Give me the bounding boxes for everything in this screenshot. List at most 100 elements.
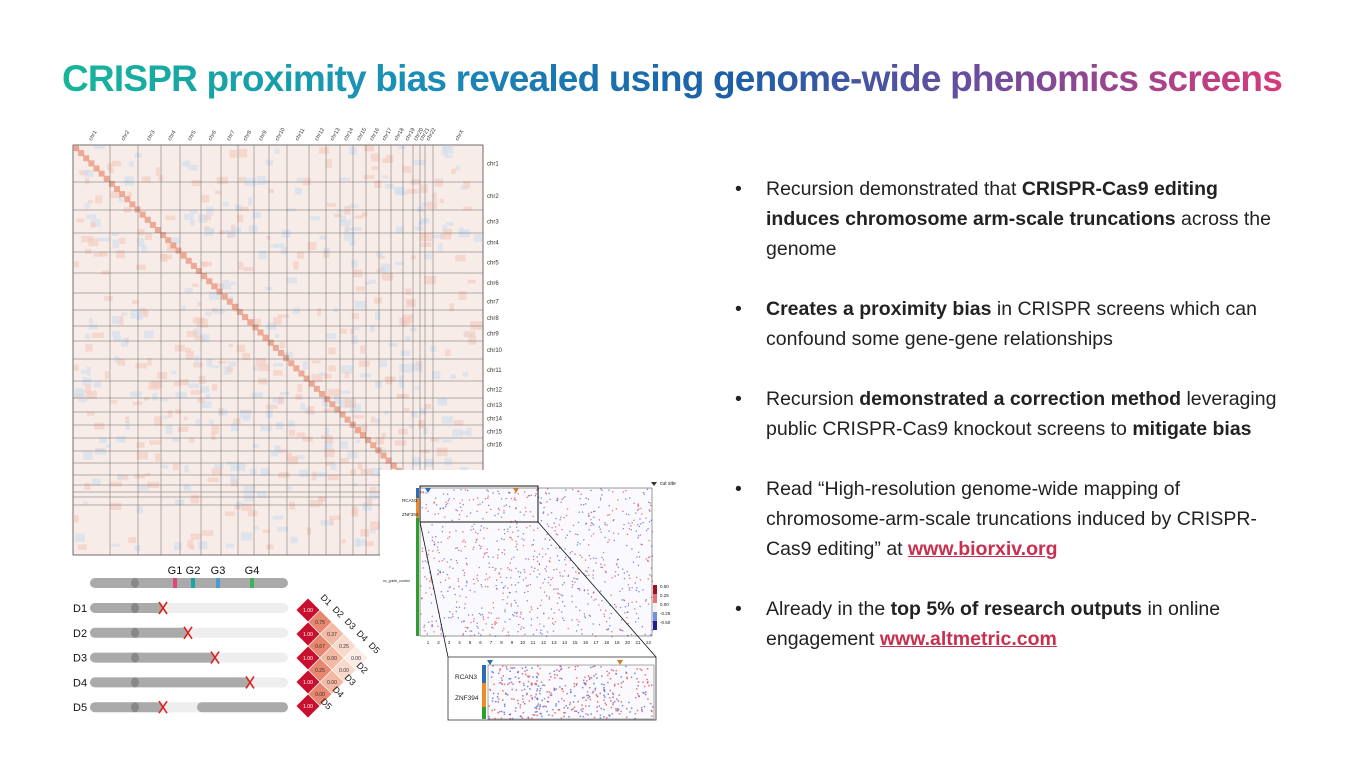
zoom-dot [615, 709, 617, 712]
heatmap-cell [318, 496, 324, 506]
screen-dot [601, 494, 603, 496]
screen-dot [431, 536, 434, 538]
x-label: 21 [635, 640, 641, 645]
heatmap-cell [292, 307, 301, 314]
screen-dot [455, 530, 457, 532]
heatmap-diagonal [390, 462, 397, 469]
screen-dot [542, 582, 544, 584]
screen-dot [522, 544, 525, 547]
screen-dot [549, 584, 551, 586]
zoom-dot [546, 700, 549, 703]
row-label: chr7 [487, 300, 499, 306]
zoom-dot [644, 674, 647, 676]
link[interactable]: www.biorxiv.org [908, 538, 1058, 560]
zoom-dot [546, 691, 548, 693]
heatmap-cell [333, 395, 341, 404]
heatmap-cell [361, 212, 368, 217]
zoom-dot [500, 677, 503, 679]
screen-dot [468, 499, 470, 501]
screen-dot [606, 524, 608, 526]
zoom-line [419, 521, 449, 658]
screen-dot [517, 535, 519, 538]
screen-dot [543, 613, 545, 615]
zoom-dot [555, 703, 557, 705]
zoom-dot [580, 709, 582, 711]
zoom-dot [500, 710, 503, 713]
zoom-dot [533, 714, 536, 716]
screen-dot [599, 528, 601, 530]
heatmap-cell [252, 318, 262, 327]
screen-dot [634, 582, 636, 584]
heatmap-diagonal [160, 232, 167, 239]
heatmap-cell [302, 361, 308, 370]
zoom-dot [588, 696, 591, 698]
heatmap-cell [78, 394, 88, 403]
matrix-axis-label: D1 [319, 592, 334, 607]
screen-dot [564, 559, 566, 561]
heatmap-cell [83, 451, 93, 460]
heatmap-cell [258, 378, 268, 385]
zoom-dot [535, 675, 538, 678]
screen-dot [437, 541, 439, 544]
screen-dot [514, 519, 517, 522]
heatmap-cell [258, 363, 270, 372]
screen-dot [467, 627, 469, 629]
zoom-dot [599, 714, 602, 716]
heatmap-cell [248, 225, 258, 233]
screen-dot [575, 606, 577, 608]
heatmap-cell [291, 456, 298, 462]
link[interactable]: www.altmetric.com [879, 628, 1057, 650]
zoom-dot [570, 709, 573, 711]
screen-dot [638, 508, 640, 510]
screen-dot [533, 529, 535, 531]
screen-dot [427, 553, 429, 556]
screen-dot [457, 580, 460, 582]
heatmap-cell [219, 230, 224, 234]
row-bar [416, 518, 419, 636]
screen-dot [580, 504, 582, 506]
matrix-axis-label: D3 [343, 616, 358, 631]
heatmap-cell [266, 236, 271, 240]
screen-dot [562, 583, 564, 586]
x-label: 2 [437, 640, 440, 645]
heatmap-cell [379, 359, 387, 368]
zoom-dot [626, 676, 628, 679]
guide-mark [216, 578, 220, 588]
screen-dot [635, 530, 637, 532]
heatmap-cell [359, 360, 370, 367]
zoom-dot [617, 700, 620, 702]
zoom-dot [497, 701, 499, 703]
text-run: top 5% of research outputs [890, 598, 1143, 620]
screen-dot [552, 630, 555, 632]
screen-dot [610, 612, 612, 615]
screen-dot [615, 606, 617, 608]
zoom-dot [613, 683, 616, 686]
heatmap-diagonal [293, 365, 300, 372]
heatmap-cell [253, 366, 258, 371]
screen-dot [548, 576, 550, 578]
screen-dot [603, 613, 605, 615]
zoom-dot [625, 672, 628, 675]
heatmap-cell [279, 342, 286, 349]
screen-dot [598, 623, 601, 626]
screen-dot [584, 617, 586, 619]
heatmap-cell [324, 427, 330, 436]
heatmap-cell [84, 177, 90, 185]
zoom-dot [604, 702, 607, 704]
screen-dot [484, 579, 486, 581]
heatmap-cell [344, 227, 357, 231]
heatmap-cell [324, 448, 335, 458]
screen-dot [470, 529, 472, 531]
heatmap-cell [88, 324, 98, 330]
zoom-dot [593, 716, 596, 719]
screen-dot [470, 621, 472, 624]
screen-dot [558, 597, 561, 599]
centromere [131, 578, 139, 588]
screen-dot [455, 559, 458, 562]
x-label: 17 [593, 640, 599, 645]
screen-dot [579, 554, 582, 557]
zoom-dot [537, 673, 540, 676]
guide-label: G4 [245, 565, 260, 577]
matrix-value: 0.75 [315, 620, 325, 626]
heatmap-cell [249, 468, 257, 474]
